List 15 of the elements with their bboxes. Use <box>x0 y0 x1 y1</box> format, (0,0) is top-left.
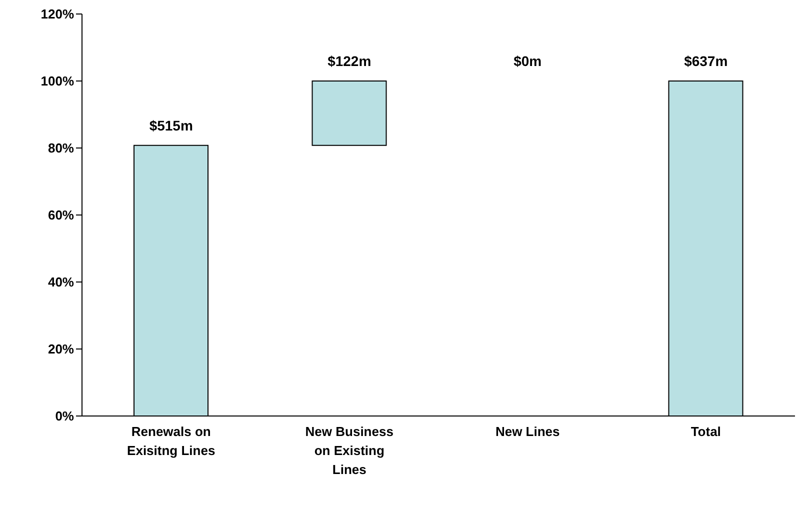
annotation: $515m <box>149 117 193 134</box>
x-tick-label: Renewals on Exisitng Lines <box>127 424 216 458</box>
annotation: $637m <box>684 53 728 69</box>
annotation: $122m <box>328 53 372 69</box>
x-tick-label: New Business on Existing Lines <box>305 424 394 477</box>
x-tick-label: New Lines <box>495 424 560 439</box>
annotation: $0m <box>514 53 542 69</box>
y-tick-label: 80% <box>48 140 74 156</box>
y-tick-label: 100% <box>40 74 74 89</box>
y-tick-label: 40% <box>48 274 74 290</box>
y-tick-label: 60% <box>48 208 74 223</box>
x-tick-label: Total <box>690 424 721 439</box>
y-tick-label: 0% <box>55 408 74 424</box>
y-tick-label: 20% <box>48 342 74 357</box>
y-tick-label: 120% <box>40 6 74 22</box>
